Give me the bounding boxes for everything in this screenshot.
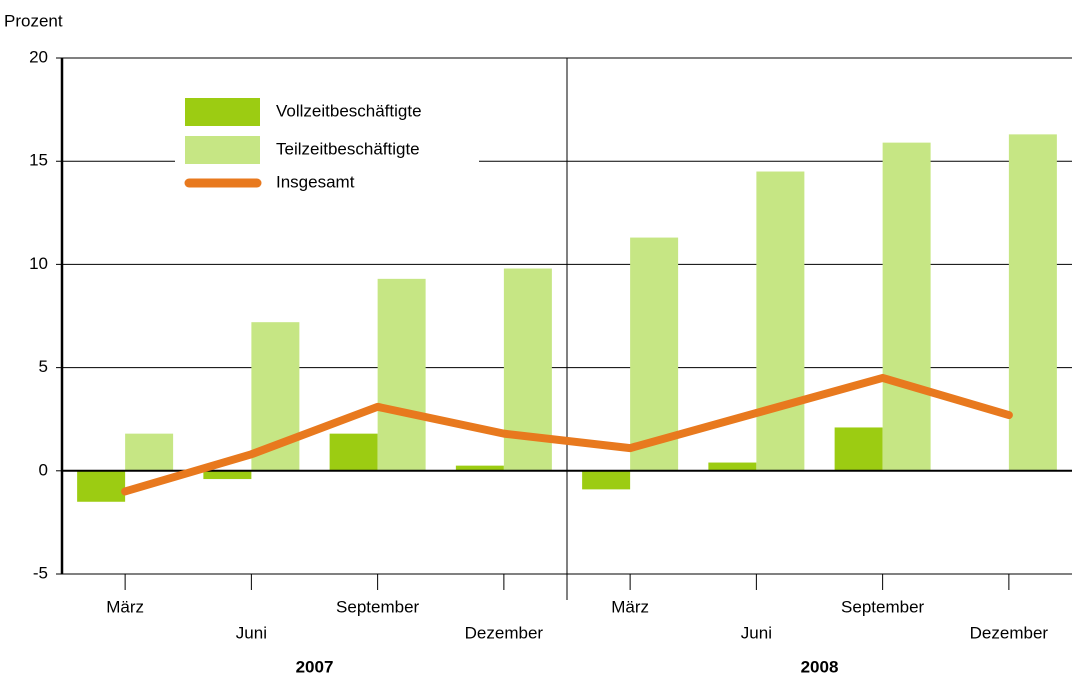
bar (125, 433, 174, 471)
bar (630, 237, 679, 471)
legend-label: Insgesamt (276, 172, 355, 191)
bar (756, 171, 805, 471)
bar (882, 142, 931, 471)
y-axis-label: Prozent (4, 11, 63, 30)
y-tick-label: 20 (29, 47, 48, 66)
x-tick-label: September (841, 597, 924, 616)
bar (455, 465, 504, 471)
y-tick-label: 15 (29, 151, 48, 170)
legend-swatch (185, 136, 260, 164)
y-tick-label: 5 (39, 357, 48, 376)
legend-label: Teilzeitbeschäftigte (276, 139, 420, 158)
x-tick-label: September (336, 597, 419, 616)
y-tick-label: -5 (33, 563, 48, 582)
legend-label: Vollzeitbeschäftigte (276, 101, 422, 120)
bar (377, 278, 426, 471)
bar (203, 470, 252, 480)
bar (582, 470, 631, 490)
bar (1008, 134, 1057, 471)
x-tick-label: März (611, 597, 649, 616)
bar (329, 433, 378, 471)
bar (834, 427, 883, 471)
x-tick-label: Dezember (465, 623, 544, 642)
x-tick-label: März (106, 597, 144, 616)
group-label: 2007 (296, 657, 334, 676)
bar (708, 462, 757, 471)
y-tick-label: 0 (39, 460, 48, 479)
x-tick-label: Juni (236, 623, 267, 642)
x-tick-label: Dezember (970, 623, 1049, 642)
group-label: 2008 (801, 657, 839, 676)
line (121, 373, 1013, 496)
y-tick-label: 10 (29, 254, 48, 273)
x-tick-label: Juni (741, 623, 772, 642)
legend-swatch (185, 98, 260, 126)
bar (77, 470, 126, 502)
